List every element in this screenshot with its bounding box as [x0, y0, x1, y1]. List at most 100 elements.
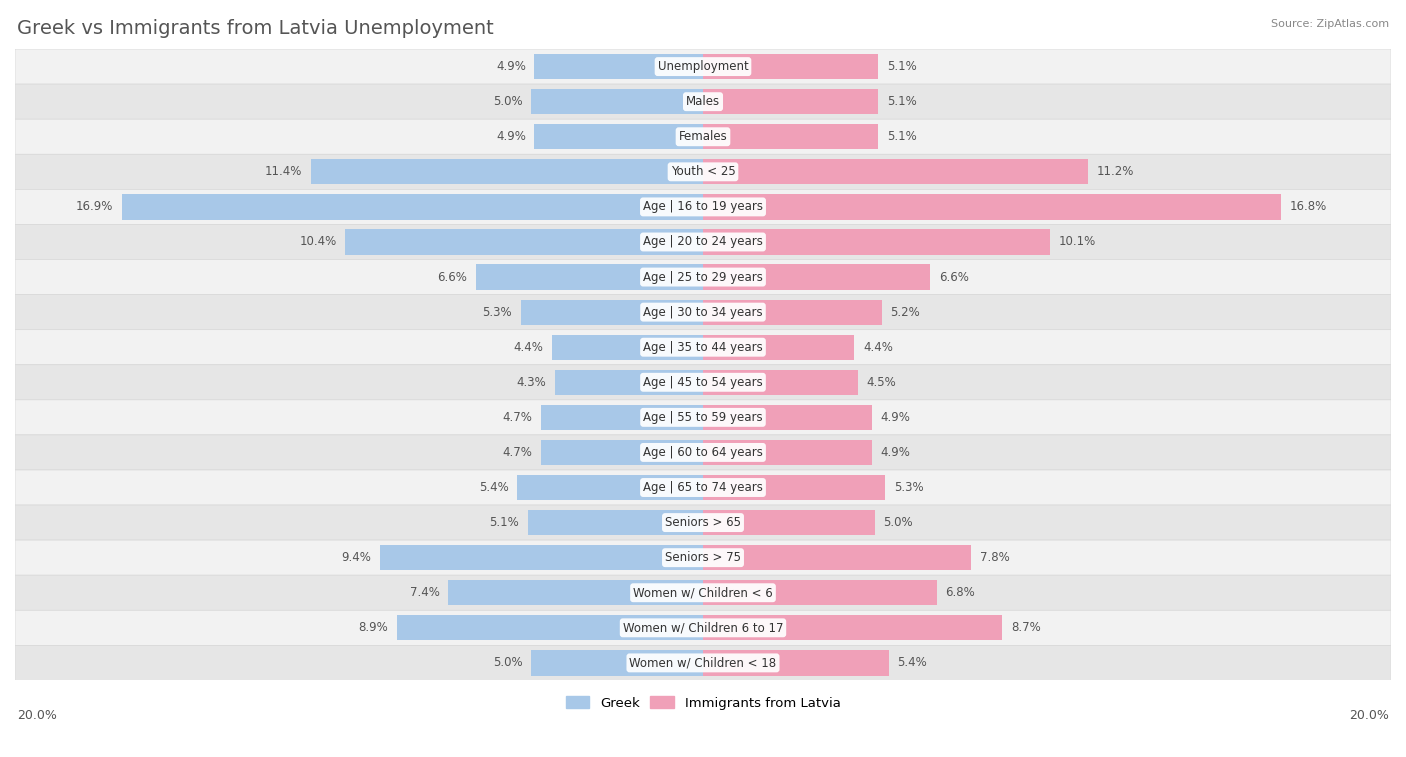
FancyBboxPatch shape: [15, 610, 1391, 646]
Text: Age | 65 to 74 years: Age | 65 to 74 years: [643, 481, 763, 494]
Text: 10.4%: 10.4%: [299, 235, 336, 248]
Bar: [703, 440, 872, 465]
Bar: [449, 580, 703, 606]
Text: 11.2%: 11.2%: [1097, 165, 1135, 179]
Text: Women w/ Children 6 to 17: Women w/ Children 6 to 17: [623, 621, 783, 634]
Bar: [703, 195, 1281, 220]
Text: Women w/ Children < 18: Women w/ Children < 18: [630, 656, 776, 669]
Bar: [541, 440, 703, 465]
Text: 7.4%: 7.4%: [411, 586, 440, 600]
Text: 8.9%: 8.9%: [359, 621, 388, 634]
Text: 4.7%: 4.7%: [503, 446, 533, 459]
Text: Seniors > 75: Seniors > 75: [665, 551, 741, 564]
FancyBboxPatch shape: [15, 154, 1391, 189]
Text: Seniors > 65: Seniors > 65: [665, 516, 741, 529]
Text: Age | 30 to 34 years: Age | 30 to 34 years: [643, 306, 763, 319]
Text: 16.8%: 16.8%: [1289, 201, 1327, 213]
Text: Age | 16 to 19 years: Age | 16 to 19 years: [643, 201, 763, 213]
FancyBboxPatch shape: [15, 575, 1391, 610]
FancyBboxPatch shape: [15, 84, 1391, 119]
Bar: [703, 124, 879, 149]
FancyBboxPatch shape: [15, 400, 1391, 435]
Bar: [703, 615, 1002, 640]
Text: 4.9%: 4.9%: [496, 130, 526, 143]
Bar: [534, 124, 703, 149]
Bar: [517, 475, 703, 500]
Legend: Greek, Immigrants from Latvia: Greek, Immigrants from Latvia: [561, 690, 845, 715]
Text: Greek vs Immigrants from Latvia Unemployment: Greek vs Immigrants from Latvia Unemploy…: [17, 19, 494, 38]
Text: 7.8%: 7.8%: [980, 551, 1010, 564]
Text: 11.4%: 11.4%: [264, 165, 302, 179]
FancyBboxPatch shape: [15, 49, 1391, 84]
Text: 5.3%: 5.3%: [894, 481, 924, 494]
Text: 4.7%: 4.7%: [503, 411, 533, 424]
FancyBboxPatch shape: [15, 540, 1391, 575]
Text: 4.9%: 4.9%: [496, 60, 526, 73]
Bar: [551, 335, 703, 360]
Text: Source: ZipAtlas.com: Source: ZipAtlas.com: [1271, 19, 1389, 29]
Bar: [311, 159, 703, 185]
Bar: [531, 650, 703, 675]
FancyBboxPatch shape: [15, 646, 1391, 681]
Text: 4.4%: 4.4%: [513, 341, 543, 354]
Text: Females: Females: [679, 130, 727, 143]
Text: Age | 35 to 44 years: Age | 35 to 44 years: [643, 341, 763, 354]
Text: 5.4%: 5.4%: [479, 481, 509, 494]
FancyBboxPatch shape: [15, 260, 1391, 294]
Text: 6.6%: 6.6%: [939, 270, 969, 284]
Bar: [122, 195, 703, 220]
Bar: [703, 405, 872, 430]
Text: 4.5%: 4.5%: [866, 375, 896, 389]
Bar: [703, 300, 882, 325]
Bar: [703, 335, 855, 360]
Bar: [703, 545, 972, 570]
Bar: [703, 475, 886, 500]
Text: 5.1%: 5.1%: [489, 516, 519, 529]
Bar: [346, 229, 703, 254]
Text: 20.0%: 20.0%: [1350, 709, 1389, 722]
FancyBboxPatch shape: [15, 294, 1391, 329]
FancyBboxPatch shape: [15, 505, 1391, 540]
Text: 5.1%: 5.1%: [887, 95, 917, 108]
FancyBboxPatch shape: [15, 119, 1391, 154]
Text: 5.0%: 5.0%: [883, 516, 914, 529]
Bar: [703, 89, 879, 114]
Text: Males: Males: [686, 95, 720, 108]
Text: 10.1%: 10.1%: [1059, 235, 1097, 248]
Text: 5.3%: 5.3%: [482, 306, 512, 319]
Bar: [534, 54, 703, 79]
Text: 5.0%: 5.0%: [492, 656, 523, 669]
Text: 4.9%: 4.9%: [880, 411, 910, 424]
FancyBboxPatch shape: [15, 470, 1391, 505]
Bar: [531, 89, 703, 114]
Text: Age | 55 to 59 years: Age | 55 to 59 years: [643, 411, 763, 424]
FancyBboxPatch shape: [15, 189, 1391, 224]
FancyBboxPatch shape: [15, 224, 1391, 260]
Bar: [703, 54, 879, 79]
Text: Youth < 25: Youth < 25: [671, 165, 735, 179]
Bar: [555, 369, 703, 395]
FancyBboxPatch shape: [15, 329, 1391, 365]
Bar: [703, 264, 929, 290]
Text: Age | 20 to 24 years: Age | 20 to 24 years: [643, 235, 763, 248]
Text: Age | 45 to 54 years: Age | 45 to 54 years: [643, 375, 763, 389]
Text: 4.4%: 4.4%: [863, 341, 893, 354]
Bar: [527, 510, 703, 535]
FancyBboxPatch shape: [15, 435, 1391, 470]
Text: 6.8%: 6.8%: [945, 586, 976, 600]
Text: 4.3%: 4.3%: [517, 375, 547, 389]
Bar: [380, 545, 703, 570]
Text: 5.4%: 5.4%: [897, 656, 927, 669]
Text: 20.0%: 20.0%: [17, 709, 56, 722]
Text: 16.9%: 16.9%: [76, 201, 112, 213]
Text: 5.2%: 5.2%: [890, 306, 921, 319]
Bar: [520, 300, 703, 325]
Bar: [703, 650, 889, 675]
Bar: [703, 510, 875, 535]
Text: 4.9%: 4.9%: [880, 446, 910, 459]
Bar: [703, 580, 936, 606]
Bar: [703, 159, 1088, 185]
Bar: [396, 615, 703, 640]
Text: 5.1%: 5.1%: [887, 130, 917, 143]
Text: 6.6%: 6.6%: [437, 270, 467, 284]
